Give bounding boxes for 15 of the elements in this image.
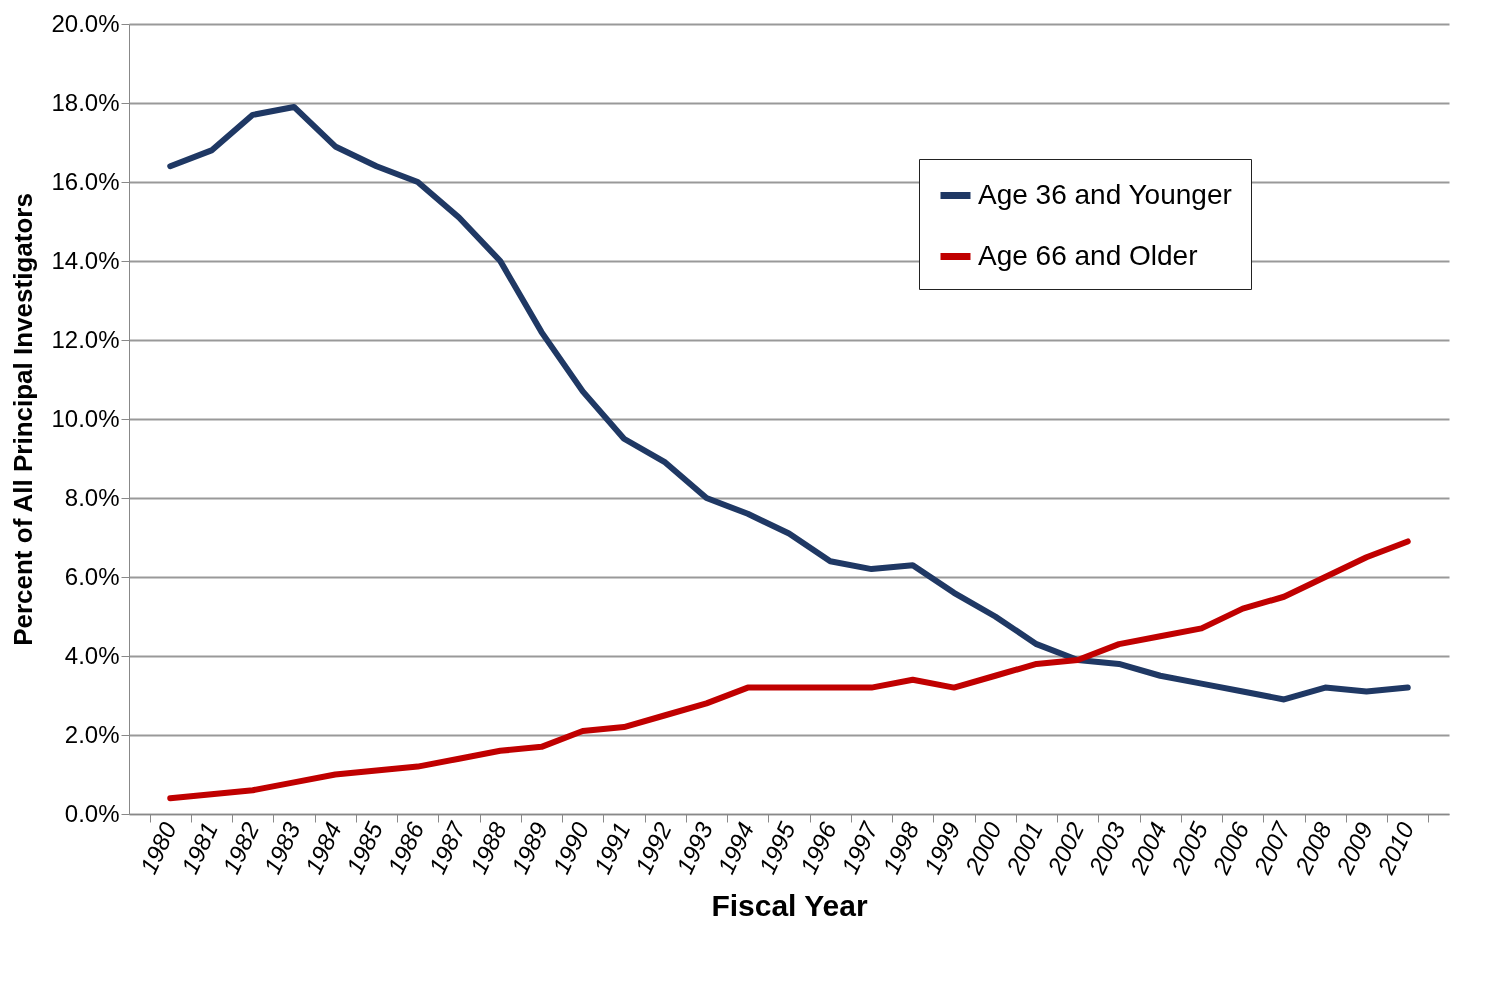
y-tick-label: 4.0% [64,641,120,669]
y-tick-label: 16.0% [51,167,120,195]
y-axis-title: Percent of All Principal Investigators [8,193,39,646]
y-tick-label: 2.0% [64,720,120,748]
legend-label: Age 36 and Younger [978,178,1232,210]
y-tick-label: 18.0% [51,88,120,116]
y-tick-label: 14.0% [51,246,120,274]
y-tick-label: 8.0% [64,483,120,511]
y-tick-label: 10.0% [51,404,120,432]
x-axis-title: Fiscal Year [711,888,868,922]
y-tick-label: 20.0% [51,9,120,37]
y-tick-label: 12.0% [51,325,120,353]
y-tick-label: 0.0% [64,799,120,827]
legend-label: Age 66 and Older [978,239,1198,271]
y-tick-label: 6.0% [64,562,120,590]
